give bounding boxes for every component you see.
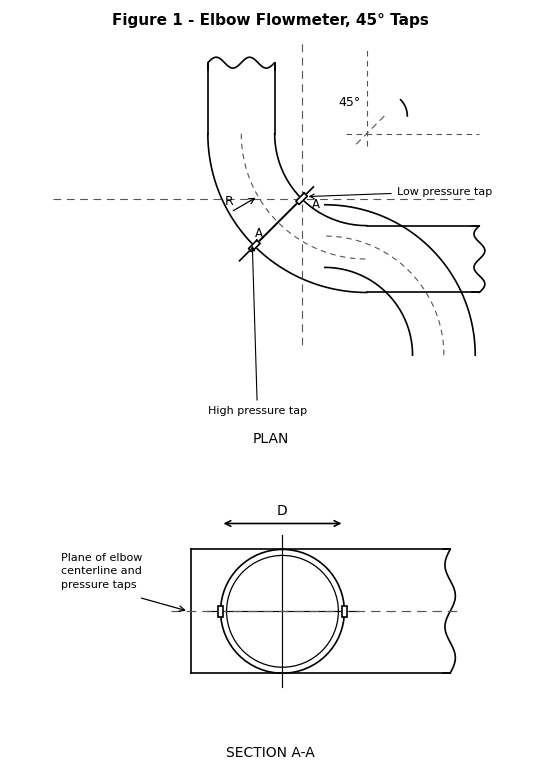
Text: 45°: 45° — [338, 96, 361, 108]
Text: PLAN: PLAN — [252, 432, 289, 446]
Text: R: R — [225, 195, 233, 207]
Text: Low pressure tap: Low pressure tap — [310, 186, 492, 199]
Text: Plane of elbow
centerline and
pressure taps: Plane of elbow centerline and pressure t… — [61, 553, 142, 590]
Bar — [218, 606, 223, 617]
Bar — [342, 606, 347, 617]
Text: A: A — [312, 198, 320, 211]
Text: High pressure tap: High pressure tap — [208, 247, 307, 416]
Text: SECTION A-A: SECTION A-A — [226, 746, 315, 760]
Polygon shape — [248, 240, 260, 252]
Text: D: D — [277, 504, 288, 518]
Text: Figure 1 - Elbow Flowmeter, 45° Taps: Figure 1 - Elbow Flowmeter, 45° Taps — [112, 12, 429, 27]
Text: A: A — [255, 227, 262, 241]
Polygon shape — [296, 193, 307, 204]
